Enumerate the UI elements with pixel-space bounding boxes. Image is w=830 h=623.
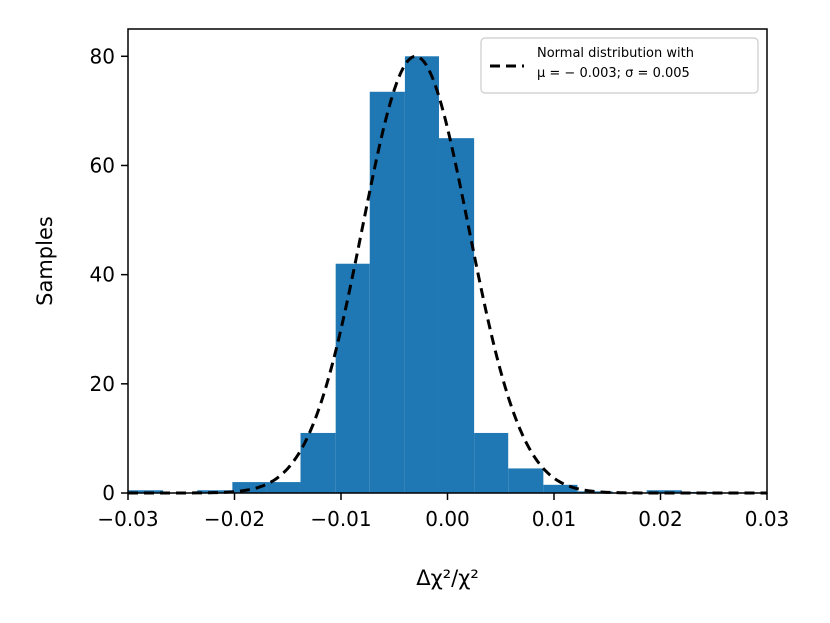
histogram-bar [404, 56, 439, 493]
x-tick-label: 0.00 [425, 507, 470, 531]
y-axis-label: Samples [33, 216, 57, 306]
x-tick-label: −0.02 [204, 507, 265, 531]
histogram-bar [335, 263, 370, 493]
y-tick-label: 60 [90, 153, 115, 177]
y-tick-label: 0 [102, 481, 115, 505]
histogram-bar [577, 491, 613, 493]
histogram-bar [232, 482, 267, 493]
histogram-bar [543, 484, 578, 493]
x-axis-ticks: −0.03 −0.02 −0.01 0.00 0.01 0.02 0.03 [97, 493, 789, 531]
x-tick-label: −0.03 [97, 507, 158, 531]
x-tick-label: −0.01 [310, 507, 371, 531]
histogram-bar [646, 490, 682, 493]
x-tick-label: 0.01 [532, 507, 577, 531]
histogram-bar [474, 432, 509, 493]
histogram-bars [128, 56, 716, 494]
x-axis-label: Δχ²/χ² [416, 566, 479, 590]
histogram-bar [508, 468, 544, 493]
legend-entry-line2: μ = − 0.003; σ = 0.005 [537, 66, 690, 81]
legend-box [480, 37, 759, 94]
x-tick-label: 0.02 [638, 507, 683, 531]
histogram-bar [300, 432, 336, 493]
histogram-bar [438, 138, 475, 494]
legend: Normal distribution with μ = − 0.003; σ … [480, 37, 759, 94]
y-tick-label: 80 [90, 44, 115, 68]
histogram-bar [369, 91, 405, 493]
y-tick-label: 40 [90, 263, 115, 287]
legend-entry-line1: Normal distribution with [537, 46, 694, 61]
y-tick-label: 20 [90, 372, 115, 396]
y-axis-ticks: 0 20 40 60 80 [90, 44, 128, 505]
x-tick-label: 0.03 [745, 507, 790, 531]
histogram-bar [266, 482, 301, 493]
